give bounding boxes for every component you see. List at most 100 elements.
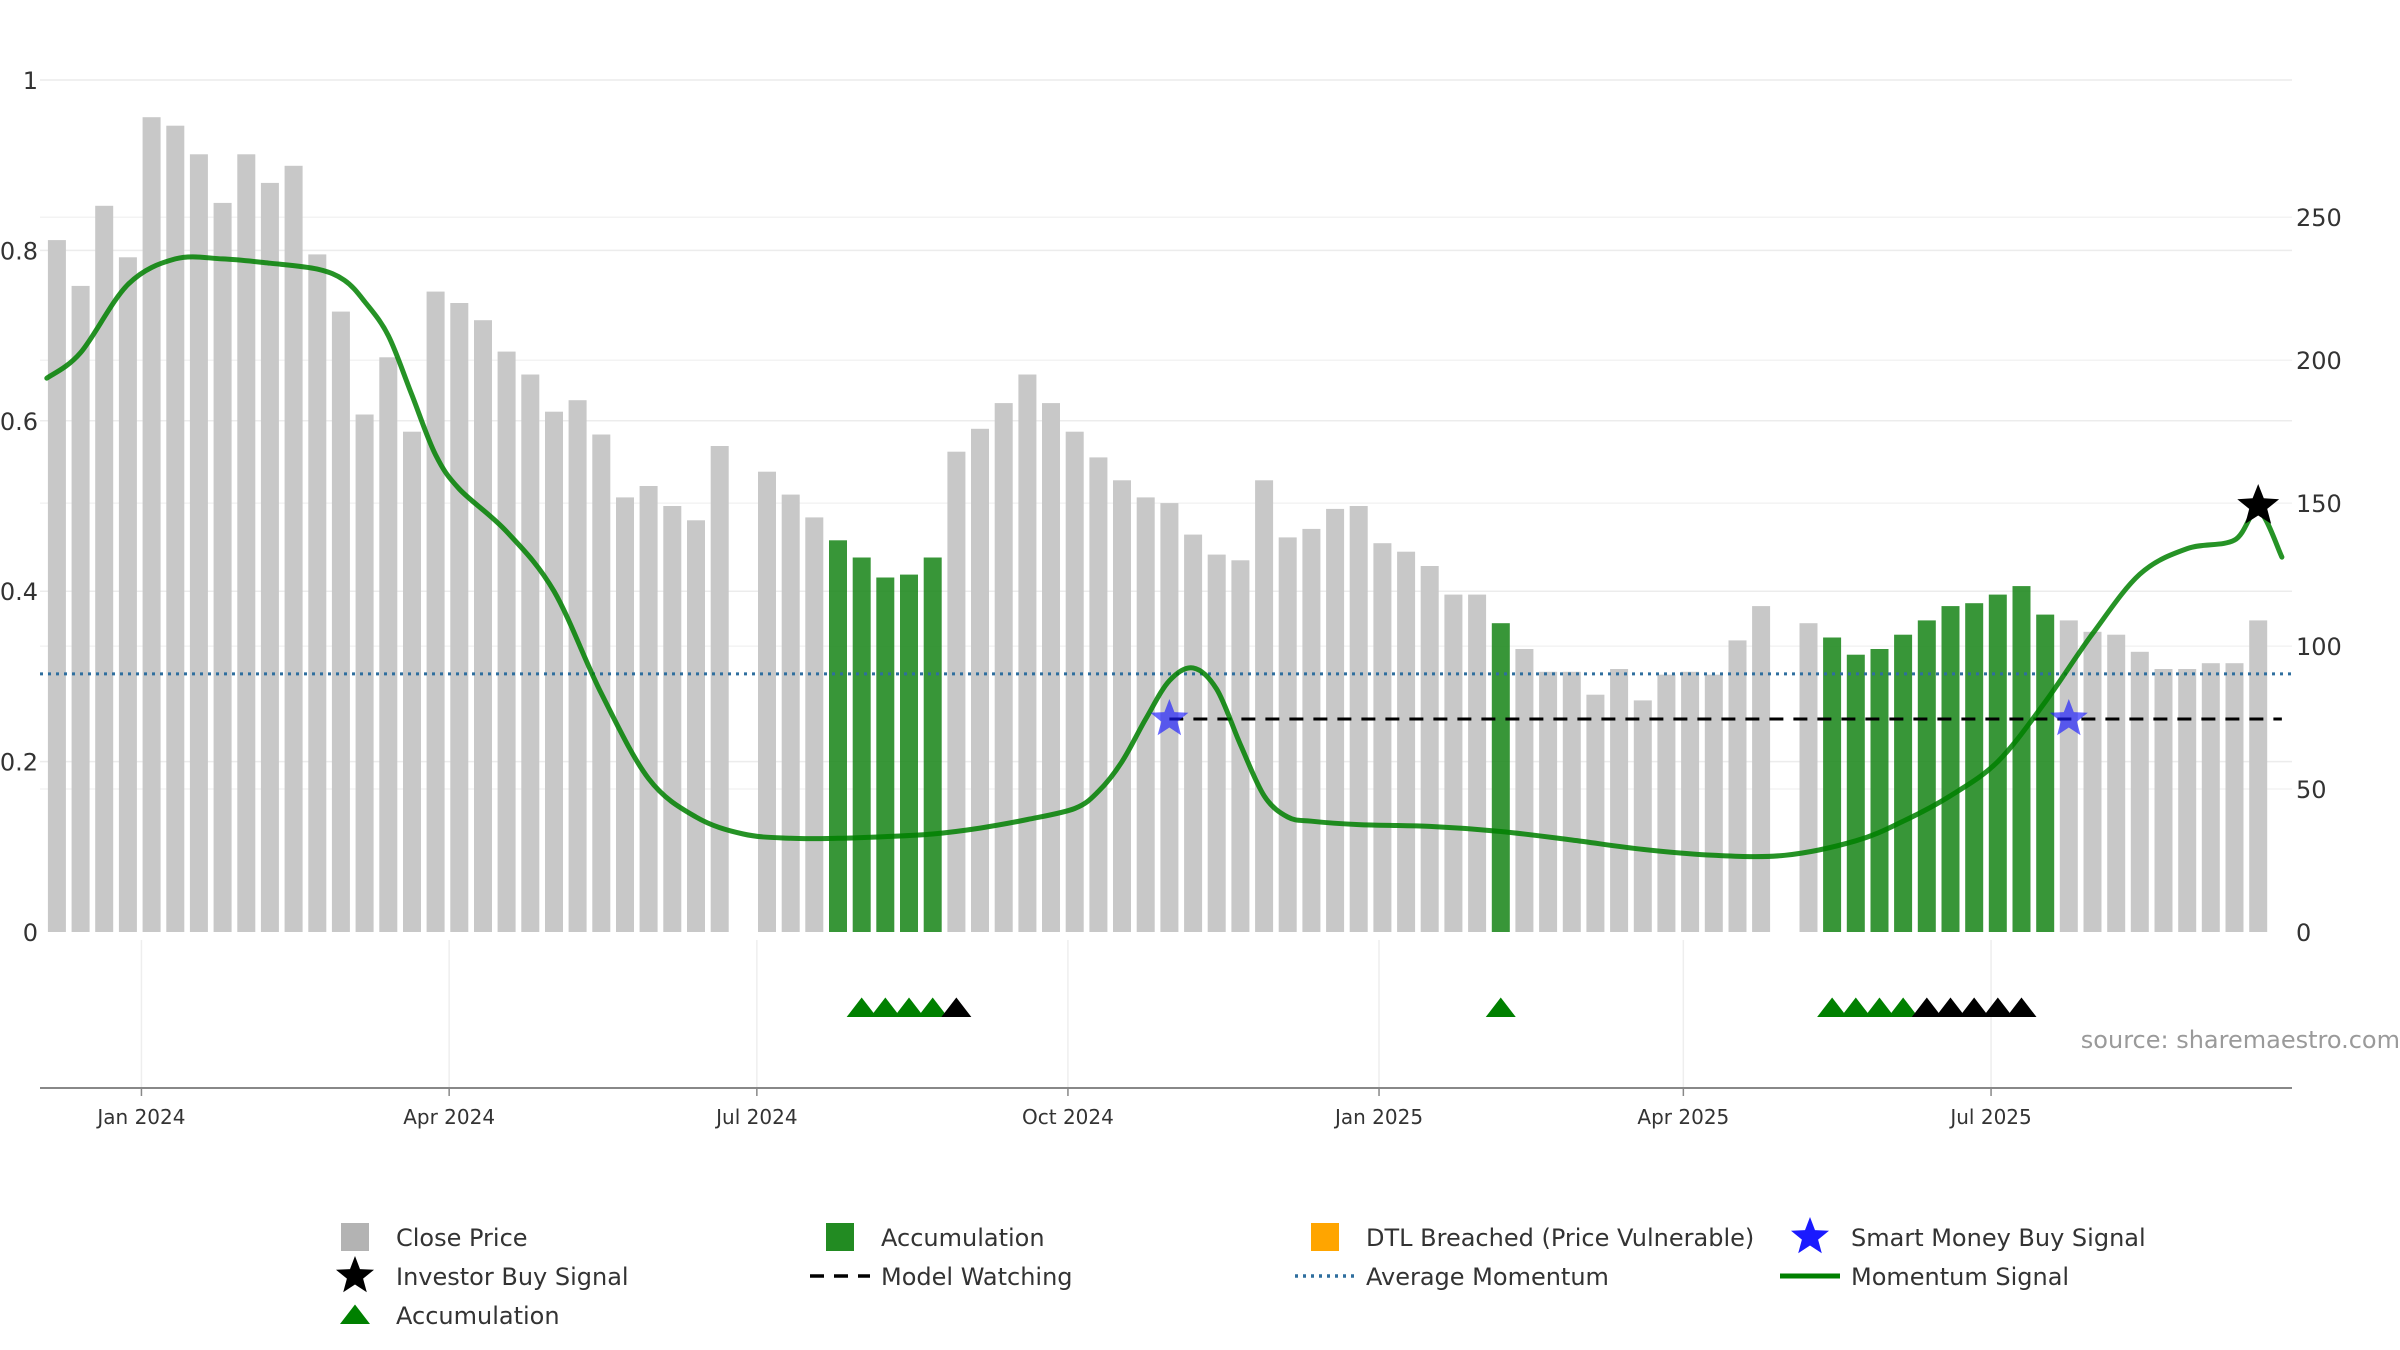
legend-item: Investor Buy Signal xyxy=(336,1256,629,1293)
right-tick-label: 100 xyxy=(2296,633,2342,661)
close-price-bar xyxy=(1704,674,1723,932)
investor-buy-star xyxy=(2237,484,2280,524)
legend-item: Accumulation xyxy=(340,1302,560,1330)
left-tick-label: 0 xyxy=(23,919,38,947)
close-price-bar xyxy=(2178,669,2197,932)
close-price-bar xyxy=(426,291,445,933)
close-price-bar xyxy=(403,431,421,932)
close-price-bar xyxy=(1113,480,1131,932)
close-price-bar xyxy=(189,154,208,933)
close-price-bar xyxy=(1728,640,1747,932)
close-price-bar xyxy=(947,451,966,932)
right-tick-label: 200 xyxy=(2296,347,2342,375)
close-price-bar xyxy=(2249,620,2268,932)
close-price-bar xyxy=(2130,651,2149,932)
x-tick-label: Jan 2024 xyxy=(95,1105,185,1129)
accumulation-marker xyxy=(894,997,925,1017)
x-tick-label: Jul 2024 xyxy=(714,1105,797,1129)
close-price-bar xyxy=(1444,594,1463,932)
accumulation-marker xyxy=(846,997,877,1017)
accumulation-marker-black xyxy=(941,997,972,1017)
close-price-bar xyxy=(166,125,185,932)
accumulation-bar xyxy=(1894,634,1913,932)
close-price-bar xyxy=(2083,631,2102,932)
close-price-bar xyxy=(355,414,374,932)
legend-swatch-star xyxy=(336,1256,374,1293)
close-price-bar xyxy=(1752,606,1771,932)
source-note: source: sharemaestro.com xyxy=(2081,1026,2400,1054)
x-tick-label: Apr 2024 xyxy=(403,1105,495,1129)
axes: 0 0.2 0.4 0.6 0.8 1 0 50 100 150 200 250 Jan 2024 Apr… xyxy=(0,67,2342,1129)
close-price-bar xyxy=(971,428,989,932)
right-tick-label: 0 xyxy=(2296,919,2311,947)
close-price-bar xyxy=(1610,669,1629,932)
legend-label: Investor Buy Signal xyxy=(396,1263,629,1291)
x-tick-label: Oct 2024 xyxy=(1022,1105,1114,1129)
close-price-bar xyxy=(1468,594,1487,932)
close-price-bar xyxy=(1799,623,1818,932)
x-tick-label: Jan 2025 xyxy=(1333,1105,1423,1129)
close-price-bar xyxy=(1562,671,1581,932)
close-price-bar xyxy=(71,285,90,932)
accumulation-bar xyxy=(900,574,918,932)
accumulation-marker-black xyxy=(1982,997,2013,1017)
legend-item: Smart Money Buy Signal xyxy=(1791,1217,2146,1254)
close-price-bar xyxy=(1255,480,1274,932)
accumulation-marker xyxy=(1485,997,1516,1017)
close-price-bar xyxy=(118,257,137,932)
close-price-bar xyxy=(142,117,161,932)
close-price-bar xyxy=(1539,671,1558,932)
smart-money-buy-star xyxy=(2049,699,2088,736)
close-price-bar xyxy=(1089,457,1108,932)
close-price-bar xyxy=(639,486,658,932)
x-tick-label: Jul 2025 xyxy=(1948,1105,2031,1129)
accumulation-bar xyxy=(923,557,942,932)
close-price-bar xyxy=(1184,534,1203,932)
close-price-bar xyxy=(1326,508,1345,932)
accumulation-marker-black xyxy=(1935,997,1966,1017)
legend-label: Close Price xyxy=(396,1224,528,1252)
accumulation-bar xyxy=(1965,603,1984,932)
legend-item: Average Momentum xyxy=(1295,1263,1609,1291)
legend-item: Momentum Signal xyxy=(1780,1263,2069,1291)
accumulation-marker xyxy=(870,997,901,1017)
close-price-bars xyxy=(47,117,2268,933)
close-price-bar xyxy=(47,240,66,933)
close-price-bar xyxy=(568,400,587,932)
accumulation-bar xyxy=(829,540,847,932)
legend-swatch-triangle xyxy=(340,1304,370,1324)
close-price-bar xyxy=(284,165,303,933)
close-price-bar xyxy=(1018,374,1037,932)
legend-label: Accumulation xyxy=(396,1302,560,1330)
legend-swatch-square xyxy=(826,1223,854,1251)
close-price-bar xyxy=(616,497,634,932)
accumulation-bar xyxy=(2012,586,2031,932)
right-tick-label: 150 xyxy=(2296,490,2342,518)
legend-item: Model Watching xyxy=(810,1263,1073,1291)
close-price-bar xyxy=(1397,551,1416,932)
close-price-bar xyxy=(308,254,327,932)
legend-swatch-square xyxy=(341,1223,369,1251)
close-price-bar xyxy=(663,506,682,932)
legend-label: Accumulation xyxy=(881,1224,1045,1252)
legend-label: DTL Breached (Price Vulnerable) xyxy=(1366,1224,1754,1252)
legend-item: Accumulation xyxy=(826,1223,1045,1252)
close-price-bar xyxy=(260,182,279,932)
accumulation-bar xyxy=(1491,623,1510,932)
right-tick-label: 50 xyxy=(2296,776,2327,804)
smart-money-buy-star xyxy=(1150,699,1189,736)
close-price-bar xyxy=(1207,554,1226,932)
accumulation-bar xyxy=(1846,654,1865,932)
close-price-bar xyxy=(474,320,492,932)
close-price-bar xyxy=(521,374,540,932)
close-price-bar xyxy=(1633,700,1652,932)
legend-item: Close Price xyxy=(341,1223,528,1252)
accumulation-bar xyxy=(1917,620,1936,932)
accumulation-marker xyxy=(917,997,948,1017)
accumulation-marker-black xyxy=(1959,997,1990,1017)
close-price-bar xyxy=(1065,431,1084,932)
left-tick-label: 0.6 xyxy=(0,408,38,436)
legend-label: Model Watching xyxy=(881,1263,1073,1291)
close-price-bar xyxy=(213,202,232,932)
